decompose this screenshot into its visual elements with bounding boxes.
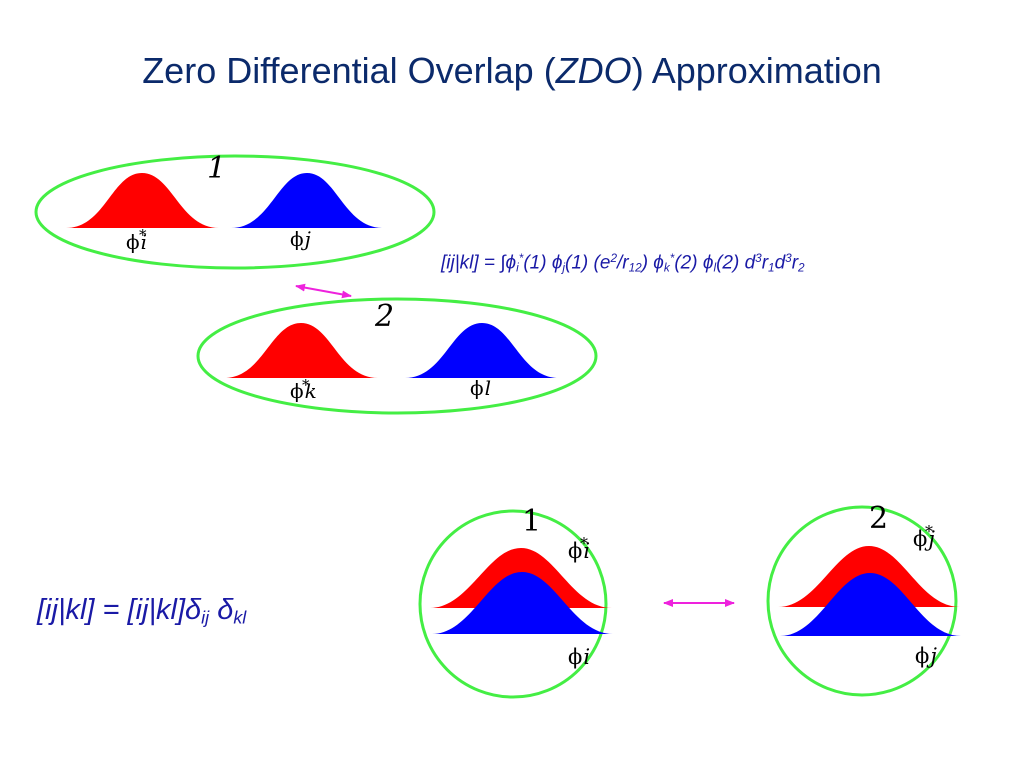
slide-title: Zero Differential Overlap (ZDO) Approxim… [142, 50, 882, 91]
orbital-i-red-gaussian [66, 173, 219, 228]
orbital-j-blue-gaussian [780, 573, 961, 636]
zdo-equation: [ij|kl] = [ij|kl]δij δkl [37, 594, 247, 628]
orbital-i-blue-gaussian [432, 572, 613, 634]
title-abbreviation: ZDO [555, 50, 632, 91]
circle1-phi-i-star-asterisk: * [580, 534, 588, 553]
circle1-phi-i-star-label: ϕi [568, 539, 590, 563]
two-electron-integral-equation: [ij|kl] = ∫ϕi*(1) ϕj(1) (e2/r12) ϕk*(2) … [441, 252, 805, 275]
electron2-number: 2 [374, 299, 394, 334]
phi-i-star-asterisk: * [139, 226, 147, 244]
orbital-k-red-gaussian [224, 323, 378, 378]
electron1-ellipse [34, 154, 436, 270]
circle2-number: 2 [869, 501, 888, 536]
interaction-arrow-top [295, 283, 352, 299]
phi-k-star-asterisk: * [302, 376, 310, 394]
orbital-j-blue-gaussian [231, 173, 383, 228]
electron2-circle [766, 505, 958, 697]
phi-j-label: ϕj [290, 227, 311, 251]
phi-l-label: ϕl [470, 376, 491, 400]
phi-k-star-label: ϕk [290, 379, 317, 403]
circle2-phi-j-label: ϕj [915, 644, 937, 668]
electron2-ellipse [196, 297, 598, 415]
orbital-l-blue-gaussian [405, 323, 559, 378]
circle2-phi-j-star-label: ϕj [913, 527, 935, 551]
circle1-number: 1 [522, 504, 541, 539]
circle1-phi-i-label: ϕi [568, 645, 590, 669]
phi-i-star-label: ϕi [126, 230, 147, 254]
electron1-number: 1 [207, 151, 226, 186]
electron1-circle [418, 509, 608, 699]
circle2-phi-j-star-asterisk: * [925, 522, 933, 541]
